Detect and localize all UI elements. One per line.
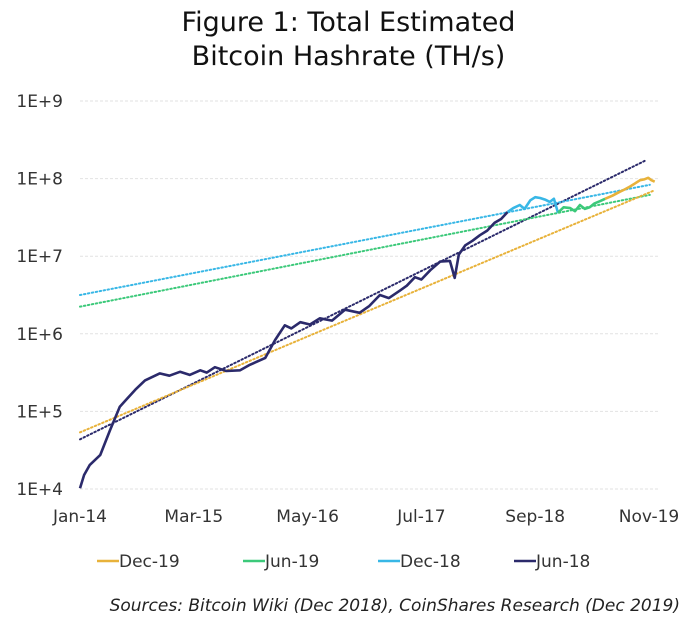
chart-title-line-2: Bitcoin Hashrate (TH/s): [191, 41, 506, 72]
x-tick-label: Jan-14: [52, 507, 107, 527]
legend-item-jun-18: Jun-18: [514, 552, 590, 572]
y-tick-label: 1E+8: [16, 170, 63, 190]
x-axis-ticks: Jan-14 Mar-15 May-16 Jul-17 Sep-18 Nov-19: [52, 507, 679, 527]
x-tick-label: Sep-18: [505, 507, 565, 527]
series-lines: [78, 176, 656, 489]
legend-label: Dec-18: [400, 552, 461, 572]
legend-label: Jun-18: [535, 552, 590, 572]
series-line-dec-18: [506, 195, 560, 214]
series-line-jun-19: [557, 197, 606, 214]
legend-item-jun-19: Jun-19: [243, 552, 319, 572]
legend-item-dec-19: Dec-19: [97, 552, 180, 572]
trend-line-jun-19: [79, 193, 651, 308]
series-line-dec-19: [604, 176, 656, 200]
y-tick-label: 1E+4: [16, 480, 63, 500]
y-tick-label: 1E+6: [16, 325, 63, 345]
x-tick-label: Mar-15: [164, 507, 223, 527]
source-note: Sources: Bitcoin Wiki (Dec 2018), CoinSh…: [109, 596, 680, 616]
legend-label: Dec-19: [119, 552, 180, 572]
x-tick-label: Nov-19: [619, 507, 680, 527]
trend-line-dec-18: [79, 183, 651, 296]
trend-line-dec-19: [79, 189, 656, 434]
y-tick-label: 1E+7: [16, 247, 63, 267]
chart-title-line-1: Figure 1: Total Estimated: [181, 7, 516, 38]
series-line-jun-18: [78, 211, 509, 489]
chart-title: Figure 1: Total Estimated Bitcoin Hashra…: [0, 6, 697, 74]
x-tick-label: Jul-17: [396, 507, 445, 527]
y-axis-ticks: 1E+4 1E+5 1E+6 1E+7 1E+8 1E+9: [16, 92, 63, 500]
legend-item-dec-18: Dec-18: [378, 552, 461, 572]
legend: Dec-19 Jun-19 Dec-18 Jun-18: [97, 552, 590, 572]
x-tick-label: May-16: [276, 507, 339, 527]
legend-label: Jun-19: [264, 552, 319, 572]
gridlines: [80, 100, 660, 490]
trend-lines: [79, 158, 656, 441]
y-tick-label: 1E+9: [16, 92, 63, 112]
y-tick-label: 1E+5: [16, 402, 63, 422]
